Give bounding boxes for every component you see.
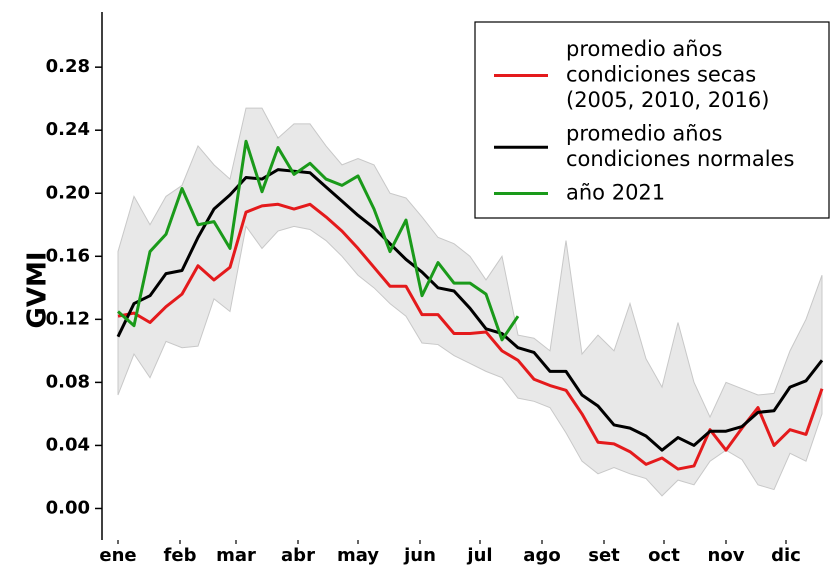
legend-label: promedio años condiciones secas (2005, 201… [566,37,769,112]
y-tick-label: 0.28 [46,56,90,77]
range-band [117,107,823,497]
legend-label: año 2021 [566,181,665,205]
x-tick-label: feb [164,545,197,565]
series-line [116,168,824,452]
legend-label: promedio años condiciones normales [566,122,794,172]
x-tick-label: jun [403,545,436,565]
y-tick-label: 0.08 [46,371,90,392]
y-tick-label: 0.12 [46,308,90,329]
plot-area [116,107,824,497]
x-tick-label: ene [99,545,136,565]
x-tick-label: jul [466,545,492,565]
x-tick-label: dic [771,545,801,565]
y-axis-label: GVMI [23,251,53,328]
x-tick-label: oct [648,545,680,565]
legend-box [474,21,830,219]
x-tick-label: ago [523,545,560,565]
series-line [117,139,520,342]
y-tick-label: 0.16 [46,245,90,266]
x-tick-label: abr [281,545,315,565]
x-tick-label: may [337,545,379,565]
series-line [117,202,824,471]
y-tick-label: 0.04 [46,434,90,455]
y-tick-label: 0.20 [46,182,90,203]
x-tick-label: mar [216,545,256,565]
x-tick-label: nov [708,545,745,565]
y-tick-label: 0.00 [46,497,90,518]
y-tick-label: 0.24 [46,119,90,140]
x-tick-label: set [588,545,620,565]
